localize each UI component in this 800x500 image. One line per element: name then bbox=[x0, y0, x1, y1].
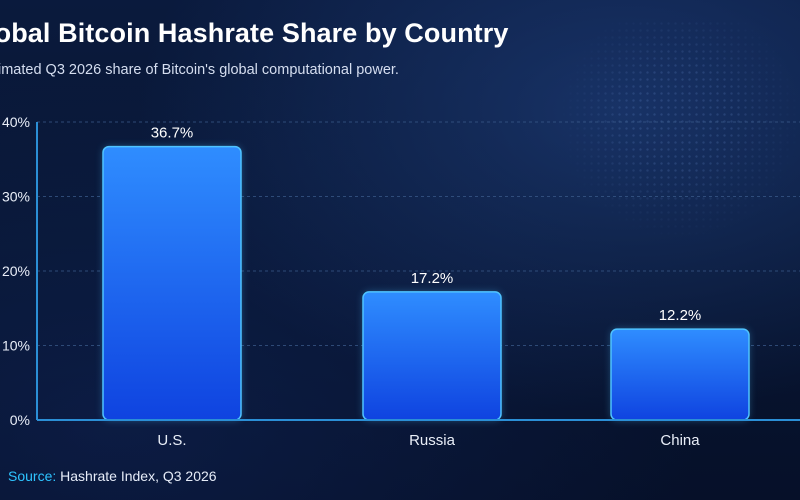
x-tick-label: China bbox=[660, 432, 700, 449]
y-tick-label: 30% bbox=[2, 189, 30, 205]
chart-subtitle: imated Q3 2026 share of Bitcoin's global… bbox=[0, 62, 399, 78]
bars bbox=[102, 145, 750, 421]
y-tick-label: 0% bbox=[10, 412, 30, 428]
y-tick-label: 10% bbox=[2, 338, 30, 354]
y-tick-label: 40% bbox=[2, 114, 30, 130]
chart-title: lobal Bitcoin Hashrate Share by Country bbox=[0, 18, 509, 48]
x-tick-label: U.S. bbox=[157, 432, 186, 449]
bar-china bbox=[610, 328, 750, 421]
data-label: 36.7% bbox=[151, 125, 194, 142]
axes bbox=[36, 122, 800, 421]
world-map-decoration bbox=[560, 20, 800, 240]
data-labels: 36.7% 17.2% 12.2% bbox=[151, 125, 702, 325]
bar-russia bbox=[362, 291, 502, 421]
data-label: 17.2% bbox=[411, 270, 454, 287]
bar-u-s bbox=[102, 145, 242, 421]
y-axis-ticks: 0% 10% 20% 30% 40% bbox=[2, 114, 30, 428]
source-note: Source: Hashrate Index, Q3 2026 bbox=[8, 468, 217, 484]
source-label: Source: bbox=[8, 468, 57, 484]
y-tick-label: 20% bbox=[2, 263, 30, 279]
x-axis-ticks: U.S. Russia China bbox=[157, 432, 700, 449]
x-tick-label: Russia bbox=[409, 432, 456, 449]
data-label: 12.2% bbox=[659, 307, 702, 324]
source-text: Hashrate Index, Q3 2026 bbox=[60, 468, 217, 484]
